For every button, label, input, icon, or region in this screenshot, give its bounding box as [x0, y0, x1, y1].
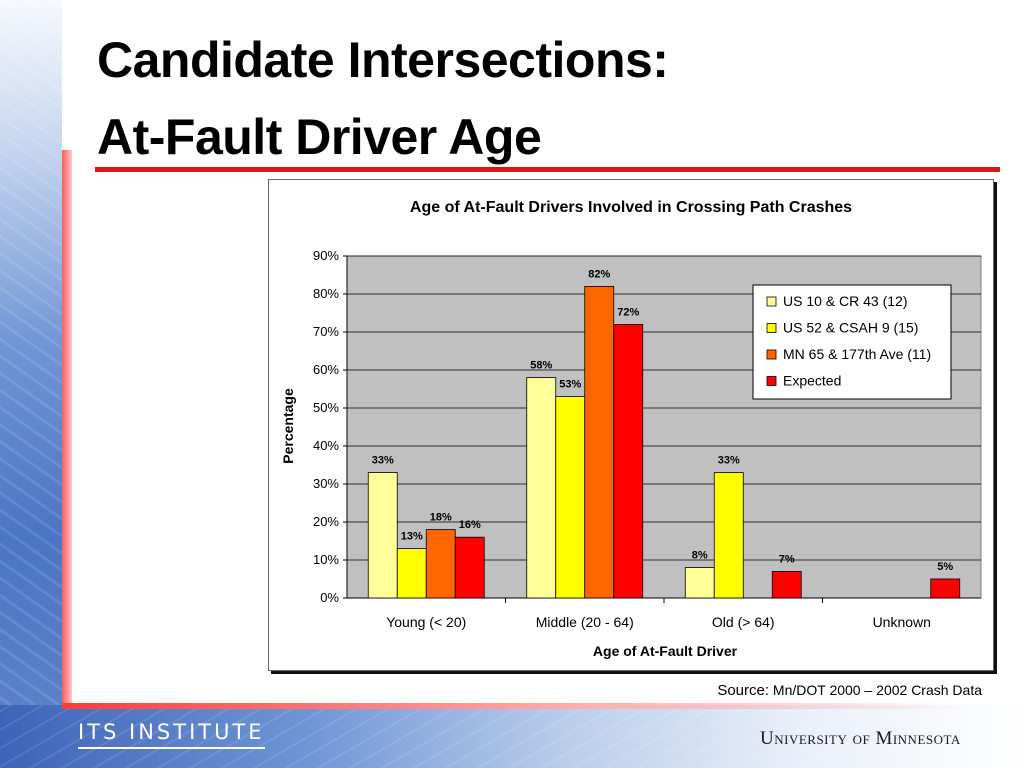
y-axis-label: Percentage	[280, 388, 296, 464]
data-label: 72%	[617, 306, 639, 318]
source-text: Mn/DOT 2000 – 2002 Crash Data	[769, 682, 982, 698]
source-note: Source: Mn/DOT 2000 – 2002 Crash Data	[717, 682, 982, 699]
legend-swatch	[766, 323, 777, 333]
x-tick-label: Middle (20 - 64)	[536, 614, 634, 630]
bar	[930, 578, 961, 599]
legend-entry: Expected	[783, 373, 841, 389]
data-label: 16%	[459, 519, 481, 531]
left-accent-bar	[62, 150, 72, 710]
data-label: 53%	[559, 379, 581, 391]
bar	[771, 570, 802, 599]
map-background-strip	[0, 0, 62, 768]
source-label: Source:	[717, 682, 770, 699]
footer-band	[0, 705, 1024, 768]
bar	[396, 548, 427, 599]
slide-title-line2: At-Fault Driver Age	[97, 109, 542, 165]
legend-swatch	[766, 296, 777, 307]
x-tick-label: Young (< 20)	[386, 614, 466, 630]
slide-title-line1: Candidate Intersections:	[97, 32, 669, 88]
data-label: 13%	[401, 531, 423, 543]
data-label: 5%	[937, 561, 953, 573]
y-tick-label: 50%	[313, 400, 339, 415]
bar	[526, 377, 557, 599]
data-label: 33%	[718, 455, 740, 467]
its-logo-text: ITS INSTITUTE	[78, 720, 265, 744]
data-label: 8%	[692, 550, 708, 562]
y-tick-label: 0%	[320, 590, 339, 605]
chart-container: Age of At-Fault Drivers Involved in Cros…	[268, 179, 994, 671]
legend-box	[752, 284, 952, 400]
bar	[555, 396, 586, 599]
y-tick-label: 80%	[313, 286, 339, 301]
data-label: 18%	[430, 512, 452, 524]
data-label: 58%	[530, 360, 552, 372]
legend-entry: MN 65 & 177th Ave (11)	[783, 346, 931, 362]
legend-swatch	[766, 349, 777, 360]
y-tick-label: 10%	[313, 552, 339, 567]
legend-entry: US 52 & CSAH 9 (15)	[783, 320, 918, 336]
y-tick-label: 60%	[313, 362, 339, 377]
y-tick-label: 40%	[313, 438, 339, 453]
bar	[613, 323, 644, 599]
chart-title: Age of At-Fault Drivers Involved in Cros…	[410, 199, 852, 216]
data-label: 33%	[372, 455, 394, 467]
bar	[713, 472, 744, 599]
bar	[367, 472, 398, 599]
y-tick-label: 20%	[313, 514, 339, 529]
bar	[425, 529, 456, 599]
bar-chart: Age of At-Fault Drivers Involved in Cros…	[280, 199, 982, 659]
legend-swatch	[766, 376, 777, 386]
y-tick-label: 30%	[313, 476, 339, 491]
university-logo: University of Minnesota	[760, 728, 961, 749]
bar	[684, 567, 715, 599]
x-tick-label: Unknown	[873, 614, 931, 630]
x-axis-label: Age of At-Fault Driver	[593, 643, 738, 659]
y-tick-label: 70%	[313, 324, 339, 339]
data-label: 7%	[779, 553, 795, 565]
footer-accent-line	[62, 703, 962, 709]
title-underline	[95, 167, 1000, 172]
data-label: 82%	[588, 268, 610, 280]
its-institute-logo: ITS INSTITUTE	[78, 720, 265, 749]
bar	[584, 286, 615, 599]
bar	[454, 536, 485, 599]
legend-entry: US 10 & CR 43 (12)	[783, 293, 908, 309]
y-tick-label: 90%	[313, 248, 339, 263]
x-tick-label: Old (> 64)	[712, 614, 775, 630]
